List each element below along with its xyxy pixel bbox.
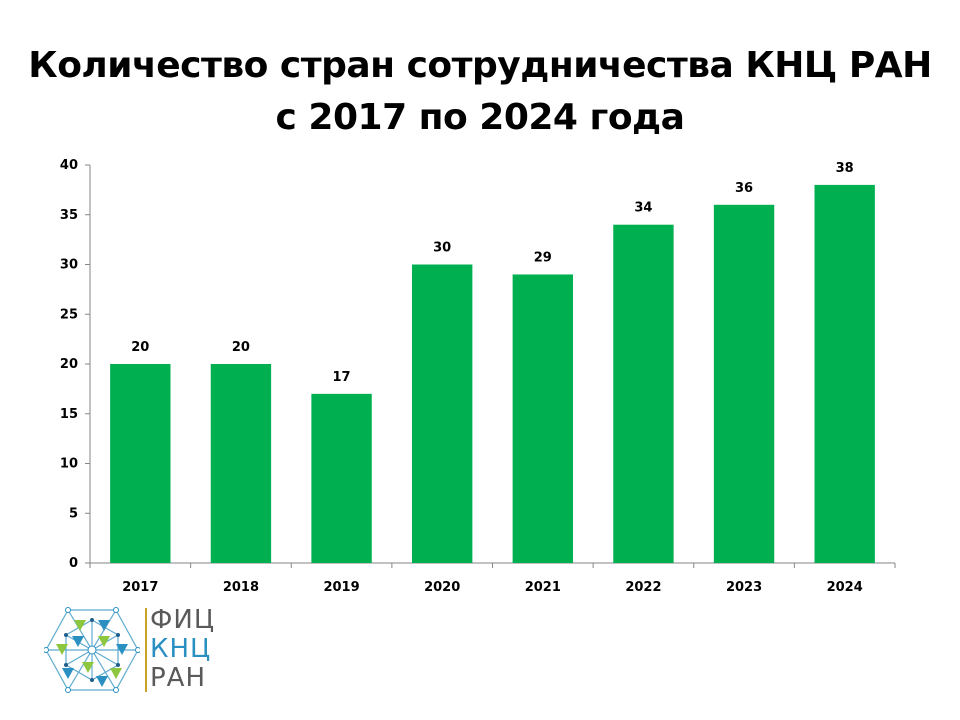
x-tick-label: 2022	[625, 580, 661, 595]
x-tick-label: 2024	[827, 580, 863, 595]
data-label: 17	[333, 370, 351, 385]
x-tick-label: 2021	[525, 580, 561, 595]
x-tick-label: 2020	[424, 580, 460, 595]
x-tick-label: 2019	[323, 580, 359, 595]
bar	[713, 204, 775, 564]
y-tick-label: 35	[60, 208, 78, 223]
bar	[412, 264, 473, 563]
data-label: 20	[232, 340, 250, 355]
logo-divider	[145, 608, 147, 692]
logo-text-line-3: РАН	[150, 663, 207, 693]
bar	[512, 274, 573, 563]
bar	[613, 224, 674, 563]
slide-title: Количество стран сотрудничества КНЦ РАН …	[0, 40, 960, 144]
x-tick-label: 2023	[726, 580, 762, 595]
y-tick-label: 15	[60, 407, 78, 422]
y-tick-label: 40	[60, 158, 78, 173]
x-tick-label: 2017	[122, 580, 158, 595]
bar	[210, 364, 272, 563]
bar	[110, 364, 171, 563]
logo-text: ФИЦ КНЦ РАН	[150, 606, 215, 693]
data-label: 38	[836, 161, 854, 176]
data-label: 34	[634, 201, 652, 216]
title-line-2: с 2017 по 2024 года	[275, 97, 685, 138]
logo-text-line-1: ФИЦ	[150, 605, 216, 635]
y-tick-label: 10	[60, 457, 78, 472]
y-tick-label: 0	[69, 556, 78, 571]
logo-hexagon-emblem	[44, 607, 140, 693]
data-label: 36	[735, 181, 753, 196]
bar	[311, 393, 372, 563]
logo-text-line-2: КНЦ	[150, 634, 212, 664]
data-label: 29	[534, 250, 552, 265]
y-tick-label: 20	[60, 357, 78, 372]
y-tick-label: 25	[60, 307, 78, 322]
y-tick-label: 5	[69, 506, 78, 521]
data-label: 20	[131, 340, 149, 355]
y-tick-label: 30	[60, 258, 78, 273]
title-line-1: Количество стран сотрудничества КНЦ РАН	[28, 45, 932, 86]
x-tick-label: 2018	[223, 580, 259, 595]
bar	[814, 184, 875, 563]
data-label: 30	[433, 241, 451, 256]
organization-logo: ФИЦ КНЦ РАН	[44, 606, 220, 696]
